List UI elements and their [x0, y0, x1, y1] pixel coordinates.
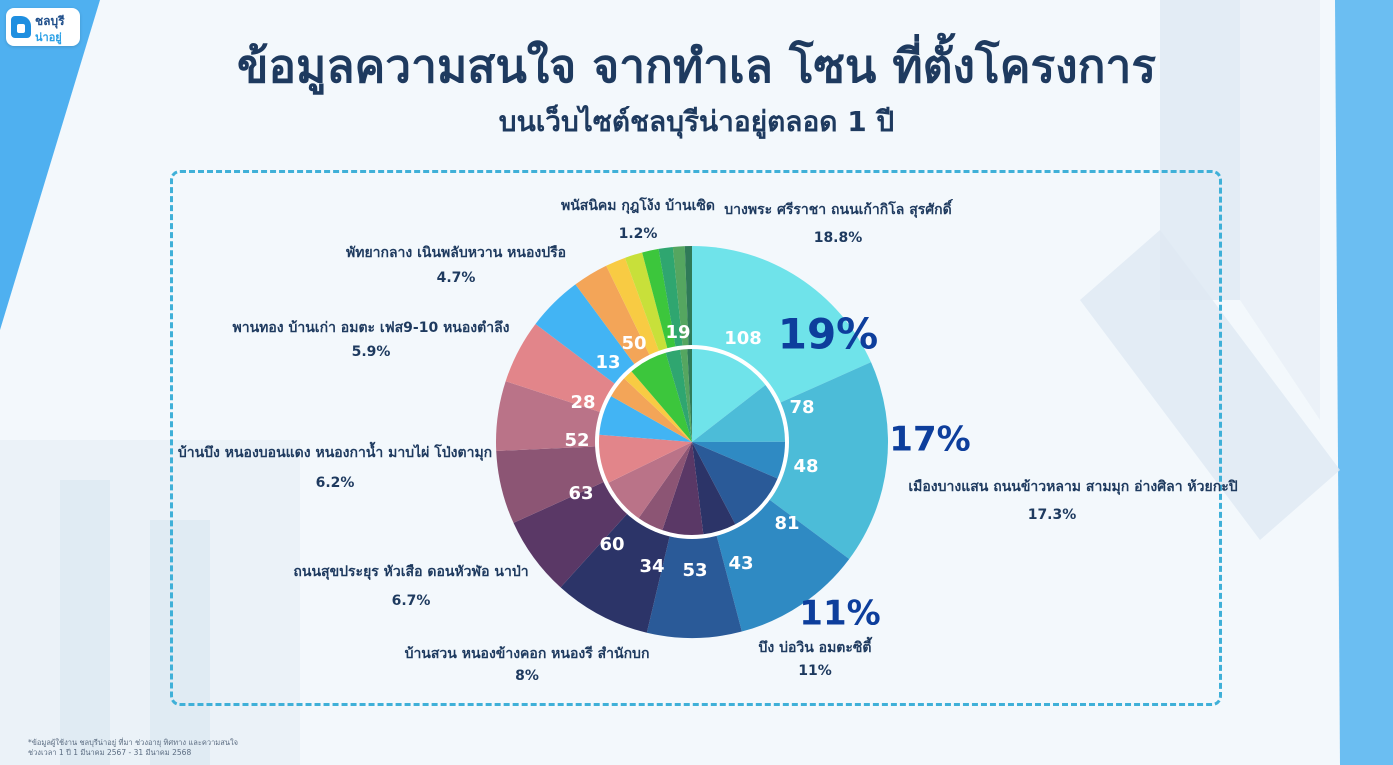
- footnote: *ข้อมูลผู้ใช้งาน ชลบุรีน่าอยู่ ที่มา ช่ว…: [28, 738, 238, 758]
- brand-name-line2: น่าอยู่: [35, 31, 62, 44]
- inner-slice-9: [598, 434, 692, 483]
- inner-slice-13: [631, 352, 692, 442]
- zone-label-8: พานทอง บ้านเก่า อมตะ เฟส9-10 หนองตำลึง: [232, 319, 509, 336]
- highlight-percent-3: 11%: [799, 594, 880, 634]
- inner-slice-6: [662, 442, 704, 536]
- count-label-11: 28: [570, 392, 595, 413]
- zone-percent-6: 6.7%: [392, 593, 431, 609]
- outer-slice-4: [646, 442, 742, 639]
- page-title: ข้อมูลความสนใจ จากทำเล โซน ที่ตั้งโครงกา…: [236, 39, 1157, 93]
- inner-slice-8: [608, 442, 692, 519]
- zone-percent-4: 8%: [515, 668, 539, 684]
- zone-percent-10: 4.7%: [437, 270, 476, 286]
- count-label-7: 34: [639, 556, 664, 577]
- inner-slice-10: [599, 396, 692, 442]
- inner-slice-15: [680, 349, 692, 442]
- house-icon: [11, 16, 31, 38]
- chart-frame: [170, 170, 1222, 706]
- brand-logo: ชลบุรี น่าอยู่: [6, 8, 80, 46]
- count-label-10: 52: [564, 430, 589, 451]
- inner-slice-1: [692, 349, 766, 442]
- zone-percent-3: 11%: [798, 663, 832, 679]
- footnote-line1: *ข้อมูลผู้ใช้งาน ชลบุรีน่าอยู่ ที่มา ช่ว…: [28, 738, 238, 747]
- zone-percent-15: 1.2%: [619, 226, 658, 242]
- zone-percent-1: 18.8%: [814, 230, 863, 246]
- outer-slice-2: [692, 362, 889, 560]
- zone-percent-2: 17.3%: [1028, 507, 1077, 523]
- count-label-12: 13: [595, 352, 620, 373]
- inner-slice-14: [665, 349, 692, 442]
- count-label-6: 53: [682, 560, 707, 581]
- zone-label-4: บ้านสวน หนองข้างคอก หนองรี สำนักบก: [405, 646, 650, 662]
- zone-label-6: ถนนสุขประยุร หัวเสือ ดอนหัวฬ่อ นาป่า: [293, 564, 528, 580]
- inner-slice-2: [692, 384, 785, 442]
- count-label-1: 108: [724, 328, 762, 349]
- zone-label-10: พัทยากลาง เนินพลับหวาน หนองปรือ: [346, 245, 566, 261]
- zone-label-2: เมืองบางแสน ถนนข้าวหลาม สามมุก อ่างศิลา …: [908, 479, 1237, 495]
- inner-slice-5: [692, 442, 736, 535]
- count-label-8: 60: [599, 534, 624, 555]
- zone-percent-7: 6.2%: [316, 475, 355, 491]
- left-blue-stripe: [0, 0, 100, 330]
- brand-name-line1: ชลบุรี: [35, 14, 65, 28]
- zone-label-15: พนัสนิคม กุฎโง้ง บ้านเซิด: [561, 196, 715, 214]
- inner-slice-16: [687, 349, 692, 442]
- inner-slice-3: [692, 441, 786, 479]
- count-label-4: 81: [774, 513, 799, 534]
- inner-slice-11: [611, 378, 692, 442]
- zone-label-1: บางพระ ศรีราชา ถนนเก้ากิโล สุรศักดิ์: [724, 198, 953, 218]
- count-label-14: 19: [665, 322, 690, 343]
- inner-slice-12: [624, 371, 692, 442]
- right-blue-stripe: [1335, 0, 1393, 765]
- inner-slice-4: [692, 442, 778, 525]
- zone-label-3: บึง บ่อวิน อมตะซิตี้: [758, 636, 872, 656]
- inner-slice-7: [638, 442, 692, 531]
- footnote-line2: ช่วงเวลา 1 ปี 1 มีนาคม 2567 - 31 มีนาคม …: [28, 748, 192, 757]
- count-label-5: 43: [728, 553, 753, 574]
- highlight-percent-1: 19%: [778, 310, 879, 359]
- count-label-9: 63: [568, 483, 593, 504]
- highlight-percent-2: 17%: [889, 420, 970, 460]
- page-subtitle: บนเว็บไซต์ชลบุรีน่าอยู่ตลอด 1 ปี: [498, 105, 895, 138]
- count-label-2: 78: [789, 397, 814, 418]
- count-label-3: 48: [793, 456, 818, 477]
- zone-percent-8: 5.9%: [352, 344, 391, 360]
- count-label-13: 50: [621, 333, 646, 354]
- zone-label-7: บ้านบึง หนองบอนแดง หนองกาน้ำ มาบไผ่ โป่ง…: [178, 441, 492, 461]
